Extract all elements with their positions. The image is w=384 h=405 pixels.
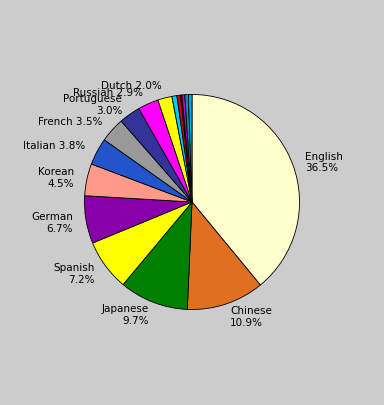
Wedge shape (139, 101, 192, 202)
Text: Spanish
7.2%: Spanish 7.2% (53, 263, 95, 284)
Wedge shape (84, 196, 192, 243)
Text: German
6.7%: German 6.7% (31, 212, 73, 233)
Text: French 3.5%: French 3.5% (38, 117, 103, 127)
Wedge shape (180, 96, 192, 202)
Wedge shape (177, 96, 192, 202)
Text: Italian 3.8%: Italian 3.8% (23, 141, 86, 151)
Wedge shape (192, 95, 300, 285)
Wedge shape (121, 109, 192, 202)
Text: Chinese
10.9%: Chinese 10.9% (230, 306, 272, 327)
Wedge shape (182, 96, 192, 202)
Text: Portuguese
3.0%: Portuguese 3.0% (63, 94, 122, 115)
Wedge shape (91, 141, 192, 202)
Text: English
36.5%: English 36.5% (305, 151, 343, 173)
Text: Japanese
9.7%: Japanese 9.7% (101, 304, 149, 325)
Text: Russiah 2.9%: Russiah 2.9% (73, 88, 143, 98)
Wedge shape (104, 122, 192, 202)
Wedge shape (93, 202, 192, 285)
Text: Dutch 2.0%: Dutch 2.0% (101, 81, 162, 91)
Text: Korean
4.5%: Korean 4.5% (38, 167, 74, 188)
Wedge shape (172, 96, 192, 202)
Wedge shape (189, 95, 192, 202)
Wedge shape (123, 202, 192, 310)
Wedge shape (84, 164, 192, 202)
Wedge shape (187, 202, 260, 310)
Wedge shape (185, 95, 192, 202)
Wedge shape (158, 97, 192, 202)
